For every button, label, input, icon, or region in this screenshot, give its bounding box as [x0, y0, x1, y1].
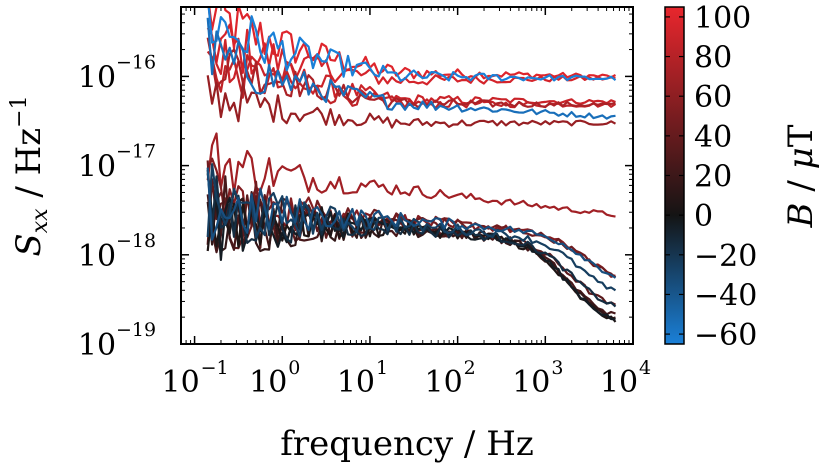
colorbar-label: B / μT	[781, 124, 821, 228]
colorbar-tick-label: 100	[694, 1, 751, 36]
x-tick-label: 10	[512, 365, 550, 400]
y-tick-exponent: −18	[116, 230, 156, 252]
x-tick-exponent: −1	[201, 357, 229, 379]
x-tick-exponent: 0	[288, 357, 300, 379]
x-tick-exponent: 3	[551, 357, 563, 379]
colorbar-tick-label: 20	[694, 160, 732, 195]
colorbar-tick-label: 0	[694, 199, 713, 234]
x-tick-label: 10	[425, 365, 463, 400]
series-line-B=-65	[207, 7, 617, 82]
x-tick-exponent: 1	[376, 357, 388, 379]
x-tick-label: 10	[249, 365, 287, 400]
x-tick-exponent: 2	[464, 357, 476, 379]
y-tick-label: 10	[78, 150, 116, 185]
colorbar-tick-label: −60	[694, 318, 757, 353]
y-tick-label: 10	[78, 60, 116, 95]
y-tick-label: 10	[78, 328, 116, 363]
series-line-B=-15	[206, 169, 617, 308]
y-tick-label: 10	[78, 0, 116, 6]
x-tick-label: 10	[600, 365, 638, 400]
series-layer	[206, 7, 617, 323]
x-tick-label: 10	[161, 365, 199, 400]
y-tick-label: 10	[78, 239, 116, 274]
colorbar-tick-label: −20	[694, 239, 757, 274]
y-tick-exponent: −16	[116, 51, 156, 73]
series-line-B=-55	[206, 17, 616, 120]
y-axis-label: Sxx / Hz−1	[7, 95, 53, 256]
ticks-layer: 10−110010110210310410−1910−1810−1710−161…	[78, 0, 651, 400]
colorbar-ticks: 100 80 60 40 20 0 −20 −40 −60	[665, 1, 757, 353]
series-line-B=-35	[206, 167, 617, 279]
plot-frame	[180, 6, 634, 345]
series-line-B=70	[206, 132, 616, 218]
y-tick-exponent: −17	[116, 141, 156, 163]
colorbar-tick-label: −40	[694, 278, 757, 313]
y-tick-exponent: −19	[116, 319, 156, 341]
series-line-B=95	[207, 7, 616, 86]
colorbar-tick-label: 80	[694, 41, 732, 76]
colorbar-tick-label: 60	[694, 80, 732, 115]
x-axis-label: frequency / Hz	[280, 424, 534, 464]
colorbar-tick-label: 40	[694, 120, 732, 155]
x-tick-label: 10	[337, 365, 375, 400]
x-tick-exponent: 4	[639, 357, 651, 379]
series-line-B=65	[206, 75, 617, 129]
series-line-B=-25	[206, 163, 617, 292]
